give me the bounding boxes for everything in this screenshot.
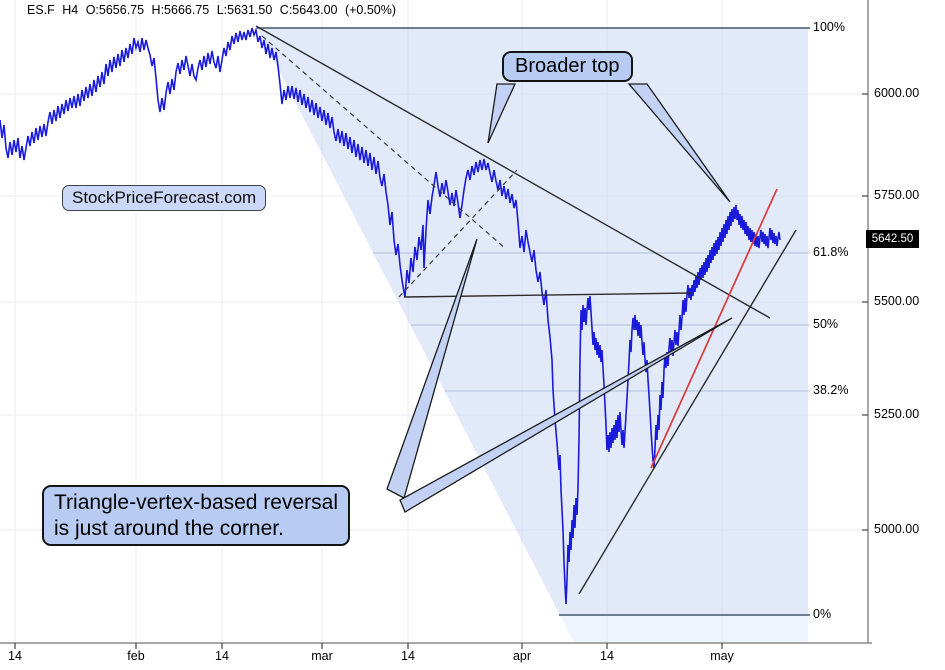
fib-level-label: 38.2% [813, 383, 849, 397]
fib-level-label: 0% [813, 607, 832, 621]
fib-level-label: 100% [813, 20, 845, 34]
price-series [0, 27, 781, 605]
watermark-badge: StockPriceForecast.com [62, 185, 267, 211]
time-axis-label: apr [512, 649, 532, 663]
time-axis-label: feb [127, 649, 145, 663]
callout-triangle-vertex[interactable]: Triangle-vertex-based reversal is just a… [42, 485, 351, 547]
price-axis-label: 5500.00 [874, 294, 920, 308]
time-axis-label: 14 [600, 649, 614, 663]
time-axis-label: 14 [8, 649, 22, 663]
time-axis-label: mar [311, 649, 333, 663]
callout-tail-triangle-vertex [399, 317, 733, 513]
price-axis-label: 5250.00 [874, 407, 920, 421]
time-axis-label: 14 [215, 649, 229, 663]
time-axis-label: 14 [401, 649, 415, 663]
price-axis-label: 6000.00 [874, 86, 920, 100]
callout-tail-broader-top [487, 83, 517, 144]
price-axis-label: 5750.00 [874, 188, 920, 202]
fib-level-label: 61.8% [813, 245, 849, 259]
fib-level-label: 50% [813, 317, 839, 331]
callout-tail-broader-top [627, 83, 731, 203]
fib-shading [257, 28, 808, 615]
trendline-triangle-lower-dashed [398, 169, 518, 298]
callout-tail-triangle-vertex [386, 238, 478, 499]
callout-triangle-vertex-line2: is just around the corner. [54, 516, 284, 540]
callout-broader-top-text: Broader top [515, 55, 620, 77]
time-axis-label: may [710, 649, 734, 663]
price-axis-label: 5000.00 [874, 522, 920, 536]
trendline-broader-top-resistance [255, 25, 771, 319]
callout-broader-top[interactable]: Broader top [502, 51, 633, 82]
fib-shading [560, 615, 808, 643]
callout-triangle-vertex-line1: Triangle-vertex-based reversal [54, 491, 339, 514]
current-price-badge: 5642.50 [866, 230, 919, 248]
ohlc-header: ES.F H4 O:5656.75 H:5666.75 L:5631.50 C:… [27, 3, 397, 17]
trendline-rising-support [578, 229, 797, 595]
trendline-march-horizontal-support [403, 292, 692, 298]
